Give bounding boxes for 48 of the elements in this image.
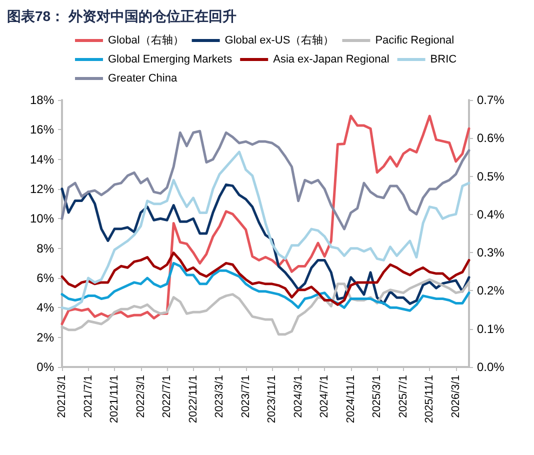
legend-label: BRIC: [430, 54, 457, 66]
legend-label: Global（右轴）: [108, 34, 184, 46]
y-tick-label: 0%: [36, 360, 54, 374]
y2-tick-label: 0.3%: [477, 246, 505, 260]
y-tick-label: 2%: [36, 330, 54, 344]
legend-label: Greater China: [108, 72, 178, 84]
x-tick-label: 2022/7/1: [161, 375, 174, 418]
legend-label: Asia ex-Japan Regional: [273, 54, 390, 66]
x-tick-label: 2025/3/1: [371, 375, 384, 418]
x-tick-label: 2022/11/1: [187, 375, 200, 424]
y2-tick-label: 0.6%: [477, 131, 505, 146]
y-tick-label: 12%: [30, 182, 54, 196]
y-tick-label: 14%: [30, 152, 54, 166]
y-tick-label: 10%: [30, 212, 54, 226]
x-tick-label: 2021/7/1: [82, 375, 94, 418]
x-tick-label: 2021/3/1: [56, 375, 68, 418]
x-tick-label: 2025/11/1: [424, 375, 436, 424]
y2-tick-label: 0.2%: [477, 284, 505, 298]
y-tick-label: 4%: [36, 300, 54, 315]
line-series: [60, 130, 470, 230]
x-tick-label: 2023/7/1: [240, 375, 252, 418]
x-tick-label: 2022/3/1: [134, 375, 147, 418]
line-series: [60, 183, 470, 305]
y2-tick-label: 0.4%: [477, 207, 505, 222]
y-tick-label: 8%: [36, 241, 54, 256]
line-series: [60, 114, 470, 326]
x-tick-label: 2025/7/1: [397, 375, 410, 418]
x-tick-label: 2024/11/1: [344, 375, 357, 424]
y-tick-label: 18%: [30, 93, 54, 107]
x-tick-label: 2023/3/1: [214, 375, 226, 418]
x-tick-label: 2024/7/1: [318, 375, 331, 418]
y2-tick-label: 0.5%: [477, 169, 505, 184]
legend-label: Pacific Regional: [375, 34, 454, 46]
line-series: [60, 252, 470, 306]
legend-label: Global Emerging Markets: [108, 54, 233, 66]
x-tick-label: 2023/11/1: [266, 375, 278, 424]
y-tick-label: 6%: [36, 271, 54, 285]
x-tick-label: 2024/3/1: [292, 375, 304, 418]
y2-tick-label: 0.1%: [477, 322, 505, 336]
x-tick-label: 2021/11/1: [108, 375, 121, 424]
y-tick-label: 16%: [30, 122, 54, 137]
line-series: [60, 150, 470, 310]
y2-tick-label: 0.0%: [477, 360, 505, 374]
x-tick-label: 2026/3/1: [450, 375, 462, 418]
line-series: [60, 262, 470, 312]
legend-label: Global ex-US（右轴）: [224, 34, 334, 46]
y2-tick-label: 0.7%: [477, 93, 505, 107]
chart-title: 图表78： 外资对中国的仓位正在回升: [7, 8, 236, 24]
